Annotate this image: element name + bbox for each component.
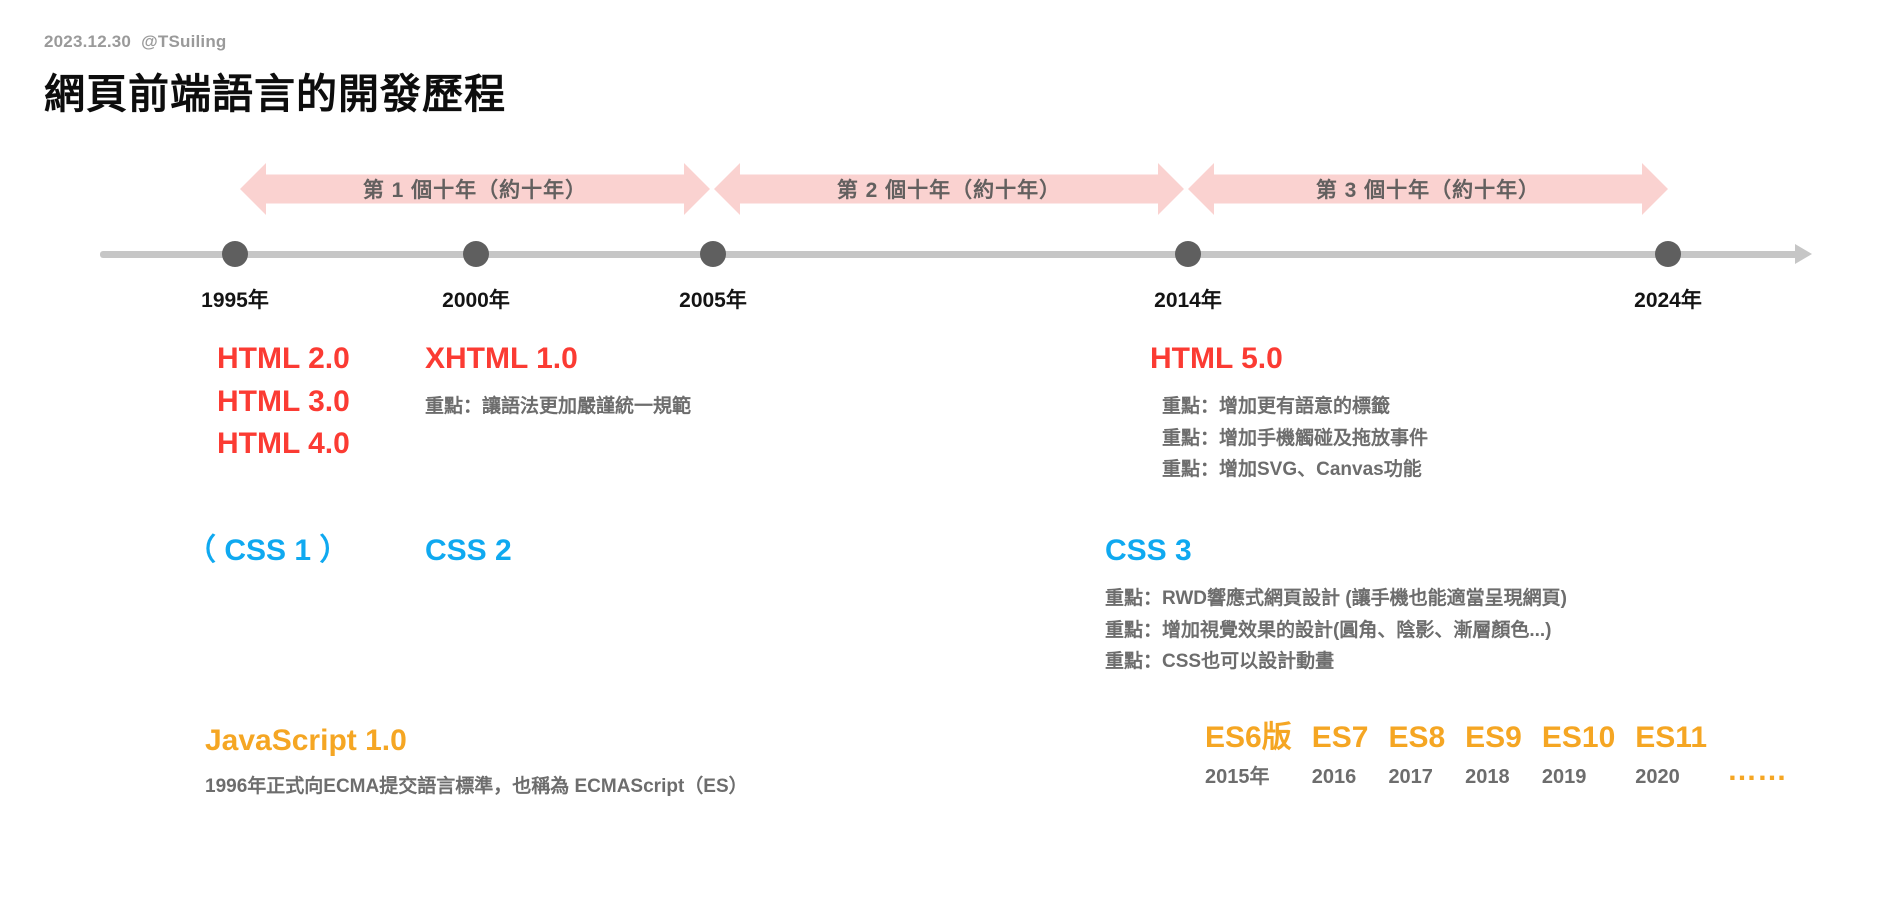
css3-note: 重點：增加視覺效果的設計(圓角、陰影、漸層顏色...) — [1105, 619, 1552, 641]
css3-group: CSS 3 重點：RWD響應式網頁設計 (讓手機也能適當呈現網頁) 重點：增加視… — [1105, 530, 1567, 678]
ecmascript-version-year: 2019 — [1541, 766, 1587, 788]
javascript-version-label: JavaScript 1.0 — [205, 724, 407, 757]
css2-group: CSS 2 — [425, 530, 512, 573]
decade-arrow-1: 第 1 個十年（約十年） — [240, 163, 710, 215]
byline: 2023.12.30 @TSuiling — [44, 32, 506, 52]
javascript-note: 1996年正式向ECMA提交語言標準，也稱為 ECMAScript（ES） — [205, 775, 748, 797]
ecmascript-version-label: ES11 — [1635, 721, 1707, 754]
ecmascript-version-year: 2020 — [1635, 766, 1680, 788]
ecmascript-version-label: ES8 — [1388, 721, 1446, 754]
ecmascript-version-item: ES10 2019 — [1542, 720, 1615, 789]
xhtml-version-label: XHTML 1.0 — [425, 342, 578, 375]
html5-note: 重點：增加手機觸碰及拖放事件 — [1162, 427, 1429, 449]
decade-arrow-2-label: 第 2 個十年（約十年） — [836, 179, 1062, 202]
timeline-tick-label: 2024年 — [1634, 289, 1702, 312]
ecmascript-version-row: ES6版 2015年 ES7 2016 ES8 2017 ES9 2018 ES… — [1205, 720, 1807, 789]
ecmascript-version-label: ES6版 — [1205, 721, 1292, 754]
html5-note: 重點：增加更有語意的標籤 — [1162, 395, 1391, 417]
css3-note: 重點：CSS也可以設計動畫 — [1105, 651, 1335, 673]
javascript-group: JavaScript 1.0 1996年正式向ECMA提交語言標準，也稱為 EC… — [205, 720, 748, 803]
timeline-tick-dot — [463, 241, 489, 267]
timeline-tick-dot — [1655, 241, 1681, 267]
ecmascript-version-label: ES10 — [1541, 721, 1616, 754]
ecmascript-version-item: ES9 2018 — [1465, 720, 1522, 789]
xhtml-group: XHTML 1.0 重點：讓語法更加嚴謹統一規範 — [425, 338, 691, 423]
timeline-tick-label: 1995年 — [201, 289, 269, 312]
page-header: 2023.12.30 @TSuiling 網頁前端語言的開發歷程 — [44, 32, 506, 120]
css3-label: CSS 3 — [1105, 534, 1192, 567]
xhtml-note: 重點：讓語法更加嚴謹統一規範 — [425, 395, 692, 417]
ecmascript-ellipsis: …… — [1727, 754, 1787, 787]
decade-arrow-2: 第 2 個十年（約十年） — [714, 163, 1184, 215]
timeline-axis-arrowhead — [1795, 244, 1812, 264]
html5-version-label: HTML 5.0 — [1150, 342, 1283, 375]
ecmascript-group: ES6版 2015年 ES7 2016 ES8 2017 ES9 2018 ES… — [1205, 720, 1807, 789]
decade-arrow-3: 第 3 個十年（約十年） — [1188, 163, 1668, 215]
timeline-tick-dot — [1175, 241, 1201, 267]
timeline-tick-dot — [700, 241, 726, 267]
html-version-2: HTML 2.0 — [217, 342, 350, 375]
ecmascript-version-year: 2016 — [1311, 766, 1357, 788]
css2-label: CSS 2 — [425, 534, 512, 567]
byline-handle: @TSuiling — [141, 32, 227, 51]
decade-arrow-3-label: 第 3 個十年（約十年） — [1315, 179, 1541, 202]
timeline-tick-label: 2000年 — [442, 289, 510, 312]
ecmascript-version-label: ES7 — [1311, 721, 1369, 754]
html5-note: 重點：增加SVG、Canvas功能 — [1162, 459, 1422, 481]
css1-group: （ CSS 1 ） — [186, 530, 349, 573]
ecmascript-version-label: ES9 — [1465, 721, 1522, 754]
css1-label: （ CSS 1 ） — [186, 534, 350, 567]
html-early-versions-group: HTML 2.0 HTML 3.0 HTML 4.0 — [175, 338, 350, 466]
html-version-4: HTML 4.0 — [217, 427, 350, 461]
html5-group: HTML 5.0 重點：增加更有語意的標籤 重點：增加手機觸碰及拖放事件 重點：… — [1150, 338, 1428, 486]
css3-note: 重點：RWD響應式網頁設計 (讓手機也能適當呈現網頁) — [1105, 587, 1567, 609]
timeline-axis — [100, 251, 1800, 258]
decade-arrow-1-label: 第 1 個十年（約十年） — [362, 179, 588, 202]
html-version-3: HTML 3.0 — [217, 384, 350, 418]
timeline-tick-label: 2005年 — [679, 289, 747, 312]
timeline-tick-label: 2014年 — [1154, 289, 1222, 312]
ecmascript-version-year: 2015年 — [1205, 766, 1270, 788]
timeline-tick-dot — [222, 241, 248, 267]
ecmascript-version-item: ES11 2020 — [1635, 720, 1707, 789]
ecmascript-version-year: 2017 — [1388, 766, 1433, 788]
ecmascript-version-item: ES8 2017 — [1388, 720, 1445, 789]
byline-date: 2023.12.30 — [44, 32, 132, 51]
ecmascript-more-item: …… — [1727, 753, 1787, 789]
decade-band: 第 1 個十年（約十年） 第 2 個十年（約十年） 第 3 個十年（約十年） — [0, 163, 1900, 215]
ecmascript-version-item: ES7 2016 — [1312, 720, 1369, 789]
ecmascript-version-item: ES6版 2015年 — [1205, 720, 1292, 789]
page-title: 網頁前端語言的開發歷程 — [44, 71, 506, 117]
ecmascript-version-year: 2018 — [1465, 766, 1510, 788]
